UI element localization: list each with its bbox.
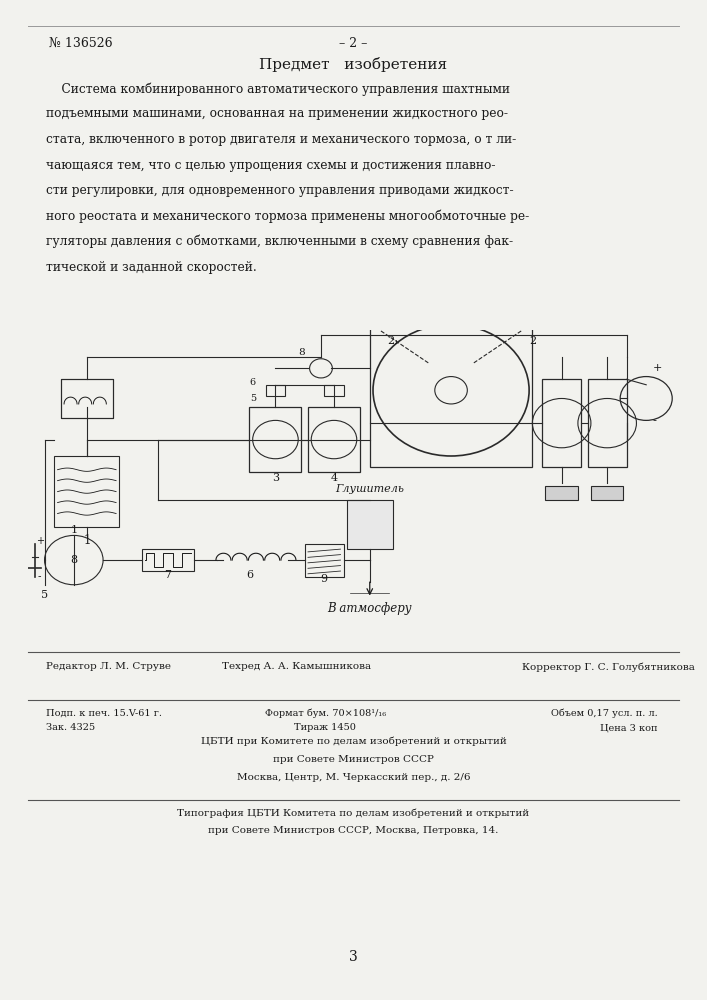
Text: -: - (653, 415, 657, 425)
Bar (542, 379, 581, 467)
Text: сти регулировки, для одновременного управления приводами жидкост-: сти регулировки, для одновременного упра… (46, 184, 513, 197)
Text: Корректор Г. С. Голубятникова: Корректор Г. С. Голубятникова (522, 662, 694, 672)
Bar (591, 486, 624, 500)
Text: 3: 3 (349, 950, 358, 964)
Text: тической и заданной скоростей.: тической и заданной скоростей. (46, 260, 257, 273)
Text: Москва, Центр, М. Черкасский пер., д. 2/6: Москва, Центр, М. Черкасский пер., д. 2/… (237, 773, 470, 782)
Text: ного реостата и механического тормоза применены многообмоточные ре-: ного реостата и механического тормоза пр… (46, 210, 530, 223)
Text: 8: 8 (70, 555, 77, 565)
Text: 8: 8 (298, 348, 305, 357)
Text: стата, включенного в ротор двигателя и механического тормоза, о т ли-: стата, включенного в ротор двигателя и м… (46, 133, 516, 146)
Text: Редактор Л. М. Струве: Редактор Л. М. Струве (46, 662, 171, 671)
Text: ЦБТИ при Комитете по делам изобретений и открытий: ЦБТИ при Комитете по делам изобретений и… (201, 737, 506, 746)
Bar (545, 486, 578, 500)
Text: 5: 5 (250, 394, 256, 403)
Text: +: + (35, 536, 44, 546)
Text: Подп. к печ. 15.V-61 г.: Подп. к печ. 15.V-61 г. (46, 709, 162, 718)
Text: 1: 1 (70, 525, 77, 535)
Text: 9: 9 (321, 574, 328, 584)
Text: 6: 6 (246, 570, 253, 580)
Bar (588, 379, 626, 467)
Text: 1: 1 (83, 534, 90, 547)
Bar (61, 379, 113, 418)
Text: чающаяся тем, что с целью упрощения схемы и достижения плавно-: чающаяся тем, что с целью упрощения схем… (46, 158, 496, 172)
Text: гуляторы давления с обмотками, включенными в схему сравнения фак-: гуляторы давления с обмотками, включенны… (46, 235, 513, 248)
Text: 2₁: 2₁ (387, 336, 398, 346)
Text: 5: 5 (41, 590, 48, 600)
Text: Тираж 1450: Тираж 1450 (294, 723, 356, 732)
Text: 3: 3 (272, 473, 279, 483)
Text: при Совете Министров СССР, Москва, Петровка, 14.: при Совете Министров СССР, Москва, Петро… (209, 826, 498, 835)
Text: Типография ЦБТИ Комитета по делам изобретений и открытий: Типография ЦБТИ Комитета по делам изобре… (177, 808, 530, 818)
Text: подъемными машинами, основанная на применении жидкостного рео-: подъемными машинами, основанная на приме… (46, 107, 508, 120)
Text: – 2 –: – 2 – (339, 37, 368, 50)
Bar (142, 549, 194, 571)
Text: +: + (653, 363, 662, 373)
Bar (61, 379, 113, 418)
Bar (325, 385, 344, 396)
Bar (347, 500, 392, 549)
Text: Зак. 4325: Зак. 4325 (46, 723, 95, 732)
Text: -: - (38, 571, 42, 581)
Text: Формат бум. 70×108¹/₁₆: Формат бум. 70×108¹/₁₆ (264, 709, 386, 718)
Text: Объем 0,17 усл. п. л.: Объем 0,17 усл. п. л. (551, 709, 658, 718)
Bar (266, 385, 285, 396)
Text: Предмет   изобретения: Предмет изобретения (259, 57, 448, 72)
Text: Система комбинированного автоматического управления шахтными: Система комбинированного автоматического… (46, 82, 510, 96)
Text: 6: 6 (250, 378, 256, 387)
Text: Цена 3 коп: Цена 3 коп (600, 723, 658, 732)
Text: 7: 7 (165, 570, 172, 580)
Bar (305, 544, 344, 577)
Bar (250, 407, 301, 472)
Text: № 136526: № 136526 (49, 37, 113, 50)
Bar (370, 303, 532, 467)
Text: при Совете Министров СССР: при Совете Министров СССР (273, 755, 434, 764)
Bar (54, 456, 119, 527)
Text: Техред А. А. Камышникова: Техред А. А. Камышникова (223, 662, 371, 671)
Bar (308, 407, 360, 472)
Text: 2: 2 (529, 336, 536, 346)
Text: 4: 4 (330, 473, 337, 483)
Text: Глушитель: Глушитель (335, 484, 404, 494)
Text: В атмосферу: В атмосферу (327, 602, 412, 615)
